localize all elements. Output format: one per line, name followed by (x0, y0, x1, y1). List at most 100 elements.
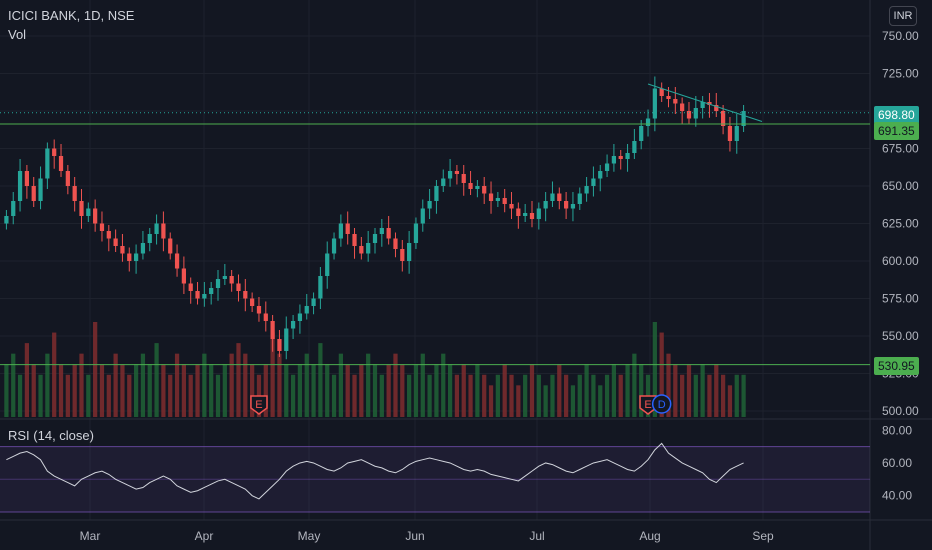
volume-bar (209, 364, 214, 417)
candle-body (24, 171, 30, 186)
candle-body (154, 223, 159, 234)
volume-bar (461, 364, 466, 417)
volume-bar (72, 364, 77, 417)
dividend-marker (651, 394, 672, 414)
volume-bar (93, 322, 98, 417)
candle-body (229, 276, 234, 284)
candle-body (611, 156, 617, 164)
volume-bar (707, 374, 712, 417)
candle-body (52, 148, 57, 156)
event-label: E (255, 399, 262, 411)
volume-bar (215, 374, 221, 417)
volume-bar (154, 343, 159, 417)
volume-bar (229, 353, 234, 417)
candle-body (400, 249, 405, 261)
candle-body (447, 171, 453, 179)
candle-body (475, 186, 480, 189)
volume-bar (659, 332, 664, 417)
volume-bar (502, 364, 507, 417)
volume-bar (482, 374, 487, 417)
volume-bar (420, 353, 425, 417)
volume-bar (133, 364, 139, 417)
candle-body (352, 234, 357, 246)
volume-bar (79, 353, 84, 417)
volume-bar (99, 364, 105, 417)
trend-line (647, 83, 763, 122)
candle-body (359, 246, 364, 254)
candle-body (147, 234, 152, 243)
volume-bar (127, 374, 132, 417)
candle-body (338, 223, 343, 239)
volume-bar (666, 353, 671, 417)
volume-bar (454, 374, 460, 417)
volume-bar (86, 374, 91, 417)
volume-bar (734, 374, 739, 417)
volume-bar (58, 364, 64, 417)
volume-bar (611, 364, 617, 417)
volume-bar (297, 364, 303, 417)
volume-bar (318, 343, 323, 417)
candle-body (680, 103, 685, 111)
candle-body (222, 276, 227, 279)
rsi-tick-label: 80.00 (882, 423, 912, 437)
volume-bar (639, 364, 644, 417)
volume-bar (181, 364, 186, 417)
volume-bar (359, 364, 364, 417)
candle-body (420, 208, 425, 224)
volume-bar (345, 364, 350, 417)
volume-bar (311, 364, 316, 417)
volume-bar (714, 364, 719, 417)
candle-body (632, 141, 637, 153)
volume-bar (161, 364, 166, 417)
volume-bar (727, 385, 733, 417)
candle-body (666, 96, 671, 99)
candle-body (345, 223, 350, 234)
volume-bar (147, 364, 152, 417)
candle-body (557, 193, 562, 201)
rsi-tick-label: 40.00 (882, 489, 912, 503)
volume-bar (338, 353, 343, 417)
volume-bar (17, 374, 23, 417)
candle-body (140, 243, 146, 254)
candle-body (577, 193, 582, 204)
price-tick-label: 675.00 (882, 142, 919, 156)
volume-bar (4, 364, 9, 417)
candle-body (441, 178, 446, 186)
candle-body (413, 223, 419, 243)
volume-bar (427, 374, 432, 417)
volume-bar (304, 353, 309, 417)
volume-bar (31, 364, 36, 417)
candle-body (174, 253, 180, 269)
candle-body (529, 213, 535, 219)
volume-bar (325, 364, 330, 417)
candle-body (502, 198, 507, 204)
volume-bar (366, 353, 371, 417)
candle-body (250, 298, 255, 306)
volume-bar (550, 374, 555, 417)
volume-bar (447, 364, 453, 417)
currency-button[interactable]: INR (889, 6, 917, 26)
volume-bar (598, 385, 603, 417)
volume-bar (570, 385, 576, 417)
candle-body (386, 228, 391, 239)
candle-body (468, 183, 473, 189)
volume-bar (652, 322, 657, 417)
volume-bar (352, 374, 357, 417)
time-tick-label: Jul (529, 529, 544, 543)
volume-bar (577, 374, 582, 417)
candle-body (65, 171, 70, 186)
candle-body (598, 171, 603, 179)
candle-body (86, 208, 91, 216)
price-tick-label: 550.00 (882, 329, 919, 343)
candle-body (99, 223, 105, 231)
candle-body (673, 99, 678, 104)
volume-bar (591, 374, 596, 417)
volume-bar (686, 364, 692, 417)
candle-body (604, 163, 610, 171)
volume-bar (202, 353, 207, 417)
price-tick-label: 575.00 (882, 292, 919, 306)
time-tick-label: Jun (405, 529, 424, 543)
volume-bar (488, 385, 494, 417)
time-tick-label: Aug (639, 529, 660, 543)
